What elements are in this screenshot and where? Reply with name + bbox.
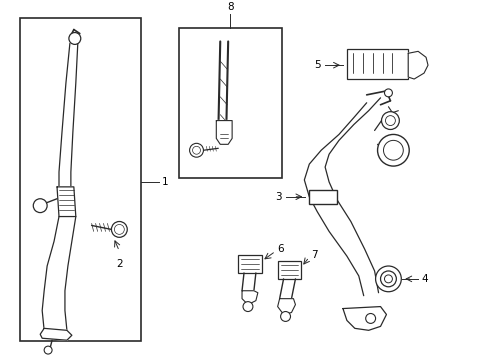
- Text: 2: 2: [116, 259, 122, 269]
- Polygon shape: [40, 328, 72, 340]
- Circle shape: [114, 225, 124, 234]
- Bar: [277, 261, 301, 279]
- Text: 7: 7: [311, 250, 317, 260]
- Circle shape: [385, 116, 395, 126]
- Bar: [178, 28, 281, 178]
- Circle shape: [365, 314, 375, 323]
- Bar: [346, 49, 407, 79]
- Circle shape: [375, 266, 401, 292]
- Polygon shape: [342, 307, 386, 330]
- Circle shape: [69, 32, 81, 44]
- Circle shape: [33, 199, 47, 213]
- Text: 5: 5: [314, 60, 321, 70]
- Bar: [238, 255, 261, 273]
- Circle shape: [381, 112, 399, 130]
- Polygon shape: [407, 51, 427, 79]
- Circle shape: [189, 143, 203, 157]
- Text: 3: 3: [274, 192, 281, 202]
- Circle shape: [383, 140, 403, 160]
- Circle shape: [243, 302, 252, 311]
- Bar: [20, 18, 141, 341]
- Circle shape: [280, 311, 290, 321]
- Text: 8: 8: [226, 2, 233, 12]
- Circle shape: [192, 146, 200, 154]
- Circle shape: [111, 221, 127, 237]
- Polygon shape: [57, 187, 76, 217]
- Circle shape: [380, 271, 396, 287]
- Circle shape: [384, 275, 391, 283]
- Polygon shape: [277, 299, 295, 315]
- Bar: [309, 190, 336, 204]
- Text: 6: 6: [277, 244, 284, 254]
- Polygon shape: [216, 121, 232, 144]
- Text: 4: 4: [420, 274, 427, 284]
- Circle shape: [384, 89, 391, 97]
- Text: 1: 1: [162, 177, 168, 187]
- Circle shape: [44, 346, 52, 354]
- Circle shape: [377, 134, 408, 166]
- Polygon shape: [242, 291, 257, 305]
